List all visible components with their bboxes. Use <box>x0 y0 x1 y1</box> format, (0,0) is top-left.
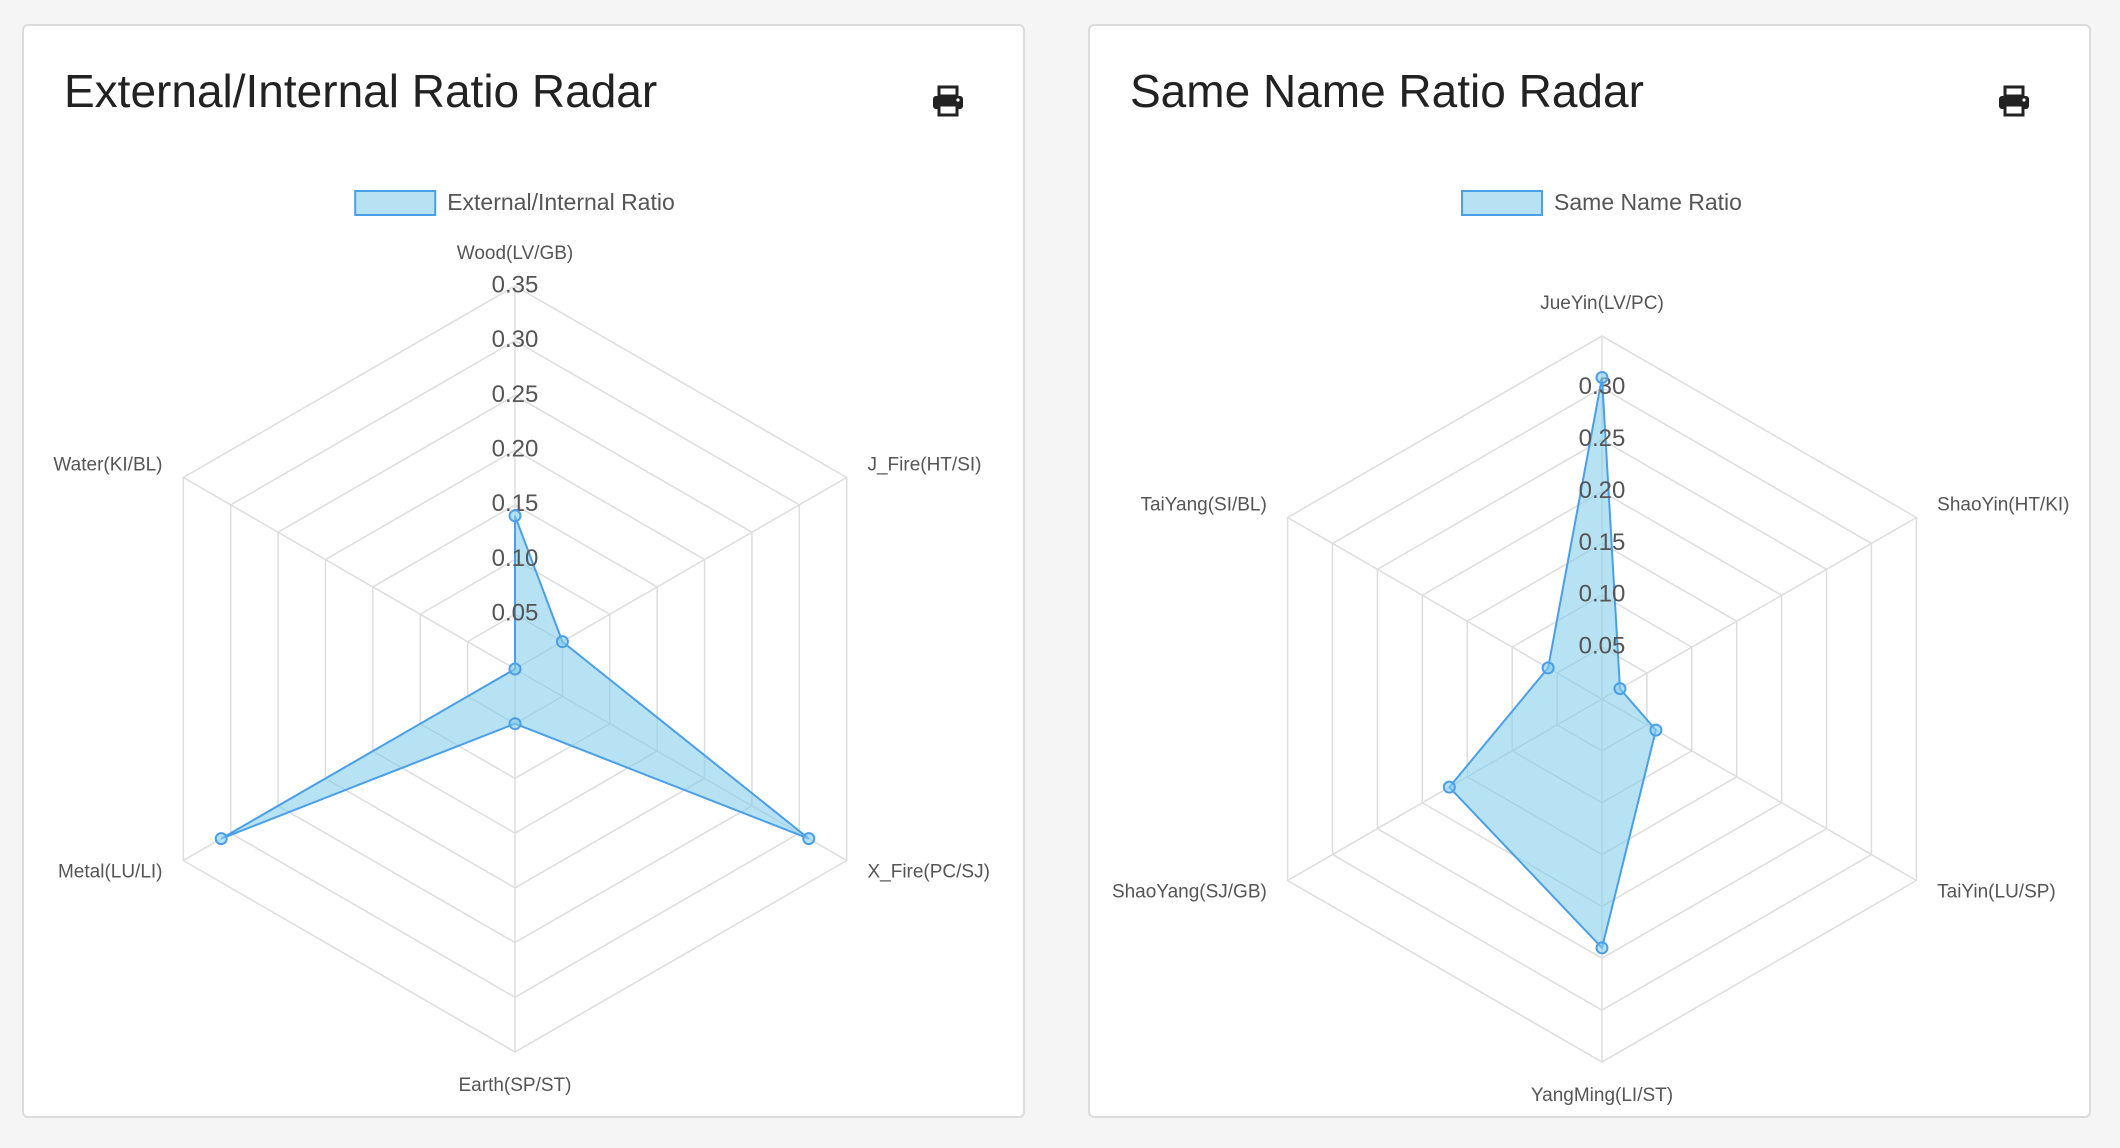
data-point[interactable] <box>1613 682 1627 696</box>
axis-label: Water(KI/BL) <box>53 455 162 476</box>
axis-label: TaiYin(LU/SP) <box>1937 882 2056 903</box>
data-point[interactable] <box>1649 723 1663 737</box>
chart-title: External/Internal Ratio Radar <box>64 65 658 117</box>
data-point[interactable] <box>1595 370 1609 384</box>
legend-label: External/Internal Ratio <box>447 189 675 215</box>
data-point[interactable] <box>802 832 816 846</box>
tick-label: 0.30 <box>492 326 539 353</box>
printer-icon[interactable] <box>931 84 965 118</box>
tick-label: 0.20 <box>492 435 539 462</box>
grid-spoke <box>514 476 848 670</box>
tick-label: 0.35 <box>492 271 539 298</box>
data-point[interactable] <box>508 509 522 523</box>
tick-label: 0.20 <box>1579 477 1626 504</box>
tick-label: 0.15 <box>1579 529 1626 556</box>
tick-label: 0.25 <box>1579 425 1626 452</box>
axis-label: ShaoYang(SJ/GB) <box>1112 882 1267 903</box>
radar-chart-external-internal: External/Internal Ratio0.050.100.150.200… <box>53 189 990 1096</box>
tick-label: 0.05 <box>1579 632 1626 659</box>
axis-label: J_Fire(HT/SI) <box>867 455 981 476</box>
radar-chart-same-name: Same Name Ratio0.050.100.150.200.250.30J… <box>1112 189 2070 1106</box>
chart-title: Same Name Ratio Radar <box>1130 65 1644 117</box>
series-area <box>1447 377 1657 950</box>
radar-card-same-name: Same Name Ratio Radar Same Name Ratio 0.0… <box>1088 24 2091 1118</box>
data-point[interactable] <box>508 662 522 676</box>
data-point[interactable] <box>1541 661 1555 675</box>
grid-spoke <box>182 476 516 670</box>
tick-label: 0.05 <box>492 600 539 627</box>
axis-label: TaiYang(SI/BL) <box>1140 495 1266 516</box>
axis-label: JueYin(LV/PC) <box>1540 293 1664 314</box>
tick-label: 0.10 <box>1579 581 1626 608</box>
axis-label: Wood(LV/GB) <box>457 243 574 264</box>
tick-label: 0.10 <box>492 545 539 572</box>
legend[interactable]: Same Name Ratio <box>1461 189 1742 216</box>
printer-icon[interactable] <box>1997 84 2031 118</box>
data-point[interactable] <box>1595 941 1609 955</box>
data-point[interactable] <box>555 635 569 649</box>
data-point[interactable] <box>508 717 522 731</box>
grid-spoke <box>1601 516 1917 700</box>
axis-label: X_Fire(PC/SJ) <box>867 862 989 883</box>
data-point[interactable] <box>214 832 228 846</box>
data-point[interactable] <box>1442 780 1456 794</box>
axis-label: YangMing(LI/ST) <box>1531 1085 1673 1106</box>
legend[interactable]: External/Internal Ratio <box>354 189 675 216</box>
legend-label: Same Name Ratio <box>1554 189 1742 215</box>
axis-label: Metal(LU/LI) <box>58 862 163 883</box>
radar-card-external-internal: External/Internal Ratio Radar External/I… <box>22 24 1025 1118</box>
axis-label: ShaoYin(HT/KI) <box>1937 495 2069 516</box>
tick-label: 0.25 <box>492 381 539 408</box>
axis-label: Earth(SP/ST) <box>459 1075 572 1096</box>
legend-swatch <box>354 190 437 216</box>
legend-swatch <box>1461 190 1544 216</box>
